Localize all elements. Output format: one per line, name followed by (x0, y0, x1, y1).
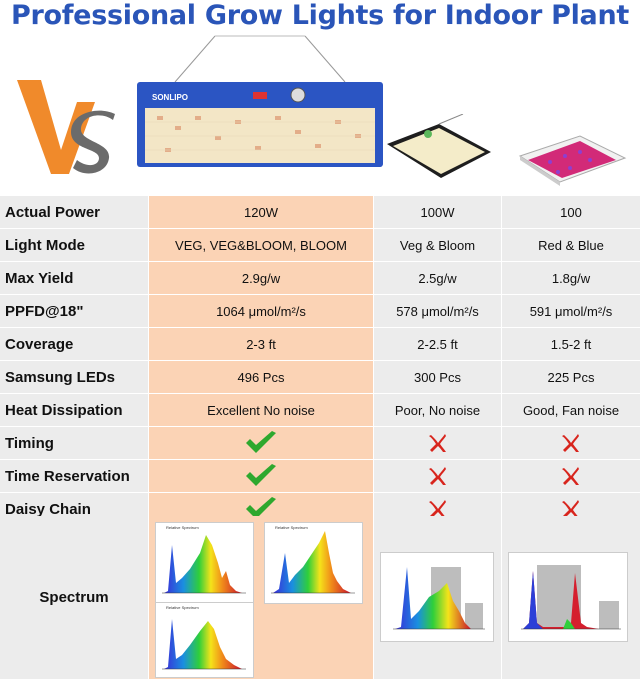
competitor-1-value: 2.5g/w (373, 262, 501, 294)
table-row: Light Mode VEG, VEG&BLOOM, BLOOM Veg & B… (0, 229, 640, 262)
check-icon (246, 497, 276, 519)
competitor-1-value: 300 Pcs (373, 361, 501, 393)
sonlipo-value: 2.9g/w (148, 262, 373, 294)
sonlipo-value: 2-3 ft (148, 328, 373, 360)
table-row: PPFD@18" 1064 μmol/m²/s 578 μmol/m²/s 59… (0, 295, 640, 328)
competitor-1-value: Veg & Bloom (373, 229, 501, 261)
table-row: Coverage 2-3 ft 2-2.5 ft 1.5-2 ft (0, 328, 640, 361)
table-row: Actual Power 120W 100W 100 (0, 196, 640, 229)
row-label: Spectrum (0, 516, 148, 679)
row-label: Timing (0, 427, 148, 459)
row-label: Max Yield (0, 262, 148, 294)
row-label: PPFD@18" (0, 295, 148, 327)
vs-logo (17, 80, 115, 174)
sonlipo-value: 120W (148, 196, 373, 228)
row-label: Coverage (0, 328, 148, 360)
competitor-1-light-image (387, 114, 491, 178)
cross-icon (562, 467, 579, 485)
cross-icon (562, 500, 579, 518)
svg-text:SONLIPO: SONLIPO (152, 93, 188, 102)
page-title: Professional Grow Lights for Indoor Plan… (10, 0, 630, 31)
row-label: Light Mode (0, 229, 148, 261)
table-row: Heat Dissipation Excellent No noise Poor… (0, 394, 640, 427)
spectrum-chart-image (508, 552, 628, 642)
table-row: Max Yield 2.9g/w 2.5g/w 1.8g/w (0, 262, 640, 295)
table-row: Time Reservation (0, 460, 640, 493)
competitor-2-value: 1.8g/w (501, 262, 640, 294)
competitor-1-value: 578 μmol/m²/s (373, 295, 501, 327)
competitor-2-value: Good, Fan noise (501, 394, 640, 426)
cross-icon (428, 467, 446, 485)
sonlipo-value: Excellent No noise (148, 394, 373, 426)
spectrum-chart-image: Relative Spectrum (155, 602, 254, 678)
check-icon (246, 464, 276, 486)
competitor-2-value: 591 μmol/m²/s (501, 295, 640, 327)
competitor-2-value: 225 Pcs (501, 361, 640, 393)
spectrum-chart-image: Relative Spectrum (155, 522, 254, 604)
competitor-1-value: 100W (373, 196, 501, 228)
product-hero: SONLIPO (0, 34, 640, 196)
row-label: Samsung LEDs (0, 361, 148, 393)
competitor-2-value: 1.5-2 ft (501, 328, 640, 360)
competitor-2-light-image (518, 135, 627, 186)
sonlipo-value: 1064 μmol/m²/s (148, 295, 373, 327)
cross-icon (428, 434, 446, 452)
table-row: Timing (0, 427, 640, 460)
comparison-table: Actual Power 120W 100W 100 Light Mode VE… (0, 196, 640, 526)
competitor-1-value: 2-2.5 ft (373, 328, 501, 360)
cross-icon (562, 434, 579, 452)
cross-icon (428, 500, 446, 518)
sonlipo-value: 496 Pcs (148, 361, 373, 393)
sonlipo-value: VEG, VEG&BLOOM, BLOOM (148, 229, 373, 261)
competitor-2-value: Red & Blue (501, 229, 640, 261)
row-label: Actual Power (0, 196, 148, 228)
sonlipo-light-image: SONLIPO (137, 35, 383, 167)
spectrum-row: Spectrum Relative Spectrum Relative Spec… (0, 516, 640, 679)
table-row: Samsung LEDs 496 Pcs 300 Pcs 225 Pcs (0, 361, 640, 394)
competitor-1-value: Poor, No noise (373, 394, 501, 426)
check-icon (246, 431, 276, 453)
spectrum-chart-image (380, 552, 494, 642)
row-label: Time Reservation (0, 460, 148, 492)
row-label: Heat Dissipation (0, 394, 148, 426)
competitor-2-value: 100 (501, 196, 640, 228)
spectrum-chart-image: Relative Spectrum (264, 522, 363, 604)
